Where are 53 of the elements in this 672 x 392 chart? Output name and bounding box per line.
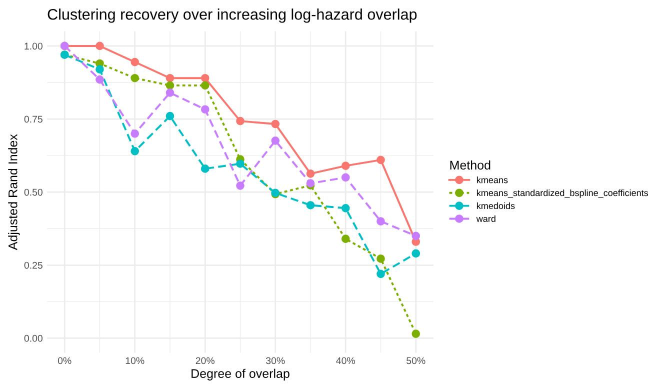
point (96, 42, 104, 50)
point (200, 74, 210, 82)
legend-label: ward (476, 215, 496, 222)
point (130, 147, 140, 156)
point (200, 164, 210, 173)
point (166, 88, 174, 97)
point (341, 162, 350, 170)
point (166, 112, 174, 120)
x-tick-label: 30% (266, 357, 285, 364)
point (130, 74, 140, 82)
point (130, 58, 140, 66)
y-tick-label: 0.00 (24, 334, 42, 342)
point (341, 204, 350, 212)
point (271, 136, 280, 145)
point (236, 116, 244, 126)
point (166, 81, 174, 90)
legend-label: kmeans (476, 176, 508, 184)
point (200, 81, 210, 90)
x-tick-label: 50% (406, 357, 426, 364)
point (376, 270, 385, 278)
point (412, 232, 420, 240)
y-tick-label: 1.00 (24, 42, 42, 50)
point (306, 179, 315, 188)
x-axis-title: Degree of overlap (192, 368, 290, 380)
x-tick-label: 40% (336, 357, 356, 364)
point (306, 201, 315, 210)
point (376, 217, 385, 226)
point (96, 75, 104, 84)
point (166, 74, 174, 82)
chart-title: Clustering recovery over increasing log-hazard overlap (48, 8, 417, 23)
y-tick-label: 0.25 (24, 262, 42, 269)
point (341, 173, 350, 182)
y-tick-label: 0.75 (24, 116, 42, 123)
point (200, 105, 210, 114)
point (236, 181, 244, 190)
x-tick-label: 10% (126, 357, 144, 364)
point (376, 254, 385, 263)
point (96, 65, 104, 74)
point (130, 129, 140, 138)
point (412, 330, 420, 338)
legend-label: kmedoids (476, 202, 515, 210)
legend-title: Method (450, 160, 490, 170)
x-tick-label: 0% (58, 357, 72, 364)
x-tick-label: 20% (196, 357, 214, 364)
point (412, 249, 420, 258)
point (376, 156, 385, 164)
y-axis-title: Adjusted Rand Index (8, 134, 20, 250)
point (306, 170, 315, 178)
y-tick-label: 0.50 (24, 188, 42, 196)
point (341, 234, 350, 243)
point (271, 120, 280, 128)
legend-label: kmeans_standardized_bspline_coefficients (476, 189, 648, 198)
point (236, 160, 244, 168)
